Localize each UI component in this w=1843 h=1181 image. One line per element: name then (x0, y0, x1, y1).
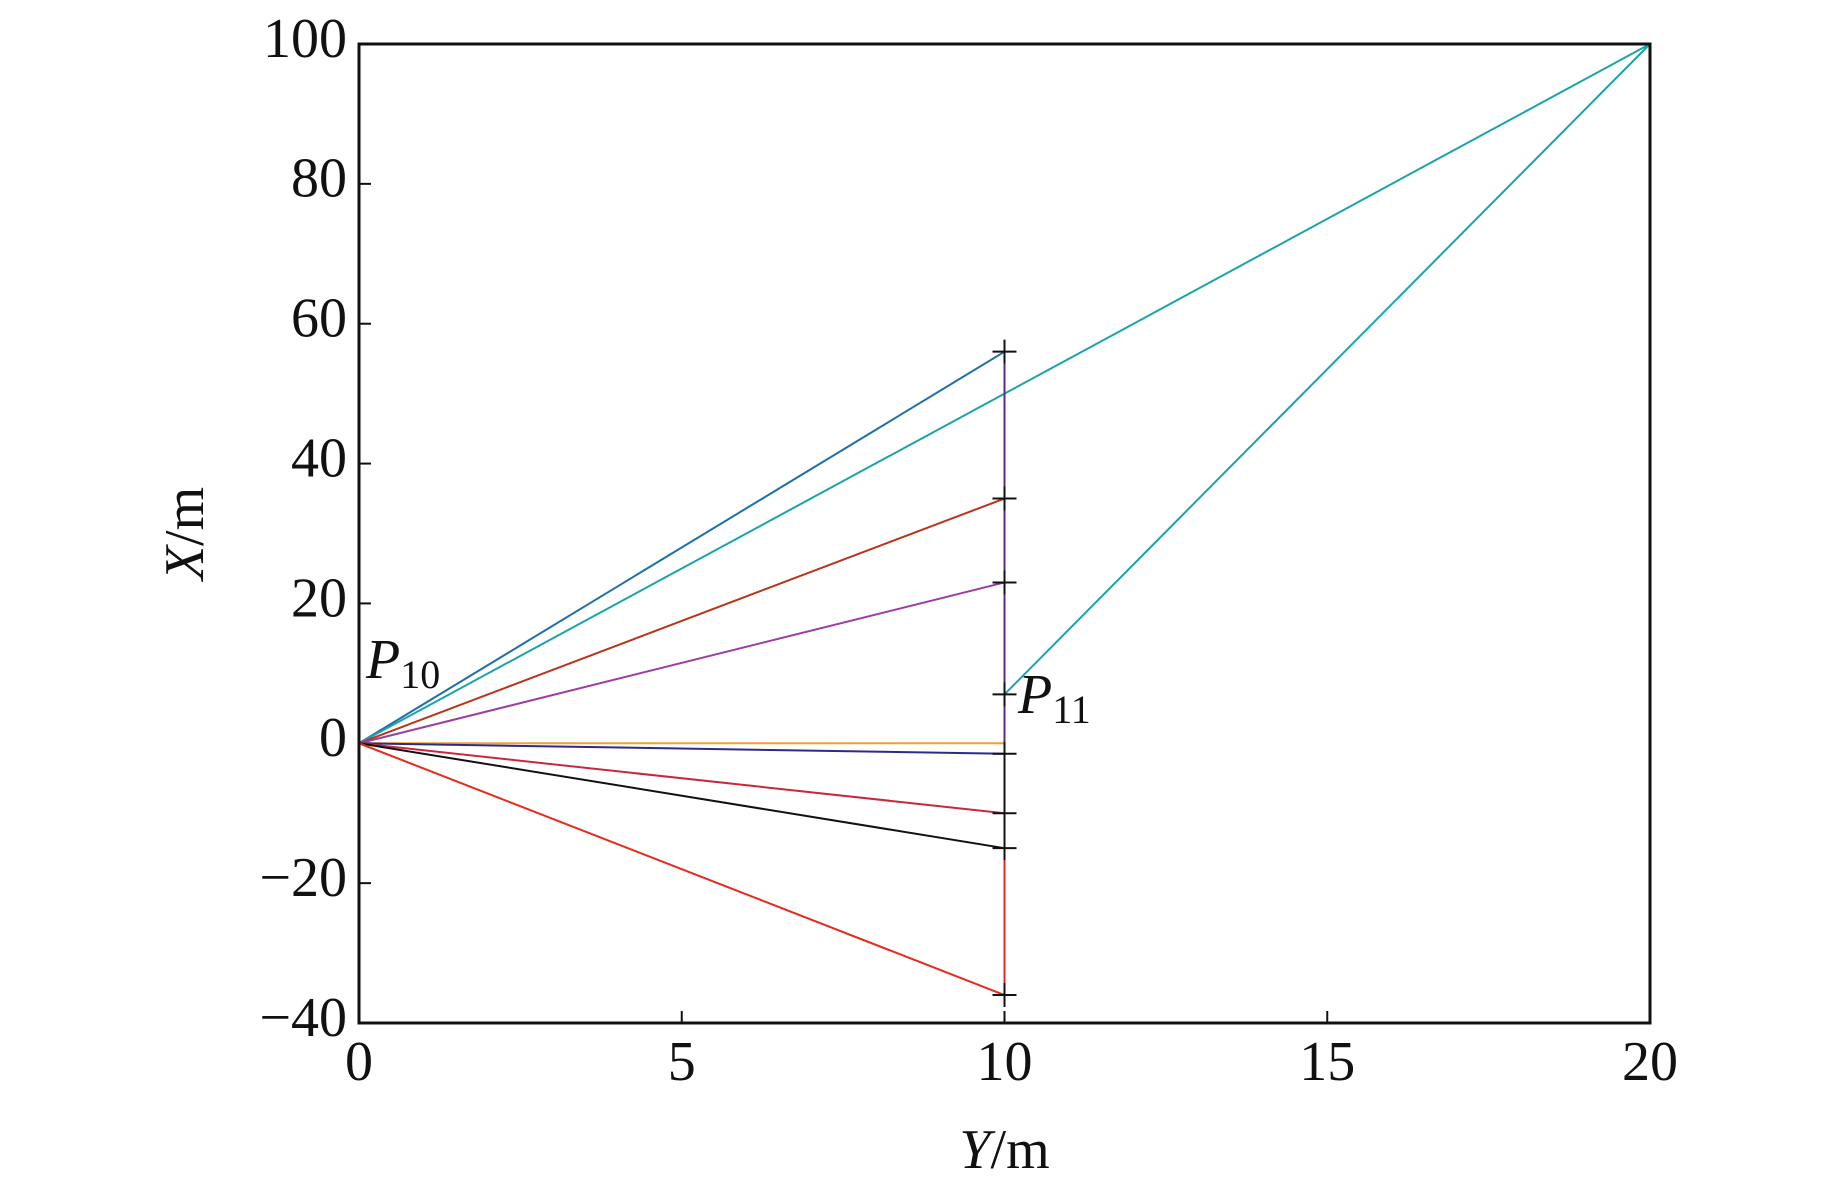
y-axis-label: X/m (154, 487, 216, 582)
annotation-sub: 10 (400, 652, 440, 697)
marker (992, 486, 1017, 511)
x-tick-label: 0 (345, 1031, 373, 1093)
y-tick-label: 60 (291, 288, 347, 350)
x-label-var: Y (959, 1119, 996, 1181)
marker (992, 570, 1017, 595)
annotation: P11 (1017, 664, 1091, 732)
series-line (358, 742, 1005, 755)
marker (992, 801, 1017, 826)
series-line (358, 350, 1006, 745)
x-tick-label: 15 (1299, 1031, 1355, 1093)
series-line (358, 742, 1005, 996)
y-tick-label: 0 (319, 707, 347, 769)
x-tick-label: 10 (977, 1031, 1033, 1093)
series-line (358, 581, 1005, 745)
marker (992, 741, 1017, 766)
y-tick-label: −20 (259, 847, 347, 909)
y-label-var: X (154, 543, 216, 582)
marker (992, 983, 1017, 1008)
x-axis-label: Y/m (959, 1119, 1049, 1181)
y-tick-label: 100 (263, 8, 347, 70)
annotation-main: P (365, 629, 400, 691)
y-label-unit: /m (154, 487, 216, 546)
marker (992, 339, 1017, 364)
y-tick-label: −40 (259, 987, 347, 1049)
y-tick-label: 40 (291, 427, 347, 489)
marker (992, 682, 1017, 707)
annotation-main: P (1017, 664, 1052, 726)
y-tick-label: 80 (291, 148, 347, 210)
marker (992, 836, 1017, 861)
annotation-sub: 11 (1052, 687, 1091, 732)
x-tick-label: 20 (1622, 1031, 1678, 1093)
series-line (358, 742, 1005, 850)
x-label-unit: /m (991, 1119, 1050, 1181)
y-tick-label: 20 (291, 567, 347, 629)
plot-frame (357, 42, 1652, 1025)
series-line (358, 742, 1005, 815)
x-tick-label: 5 (668, 1031, 696, 1093)
series-line (358, 497, 1005, 745)
annotation: P10 (365, 629, 440, 697)
